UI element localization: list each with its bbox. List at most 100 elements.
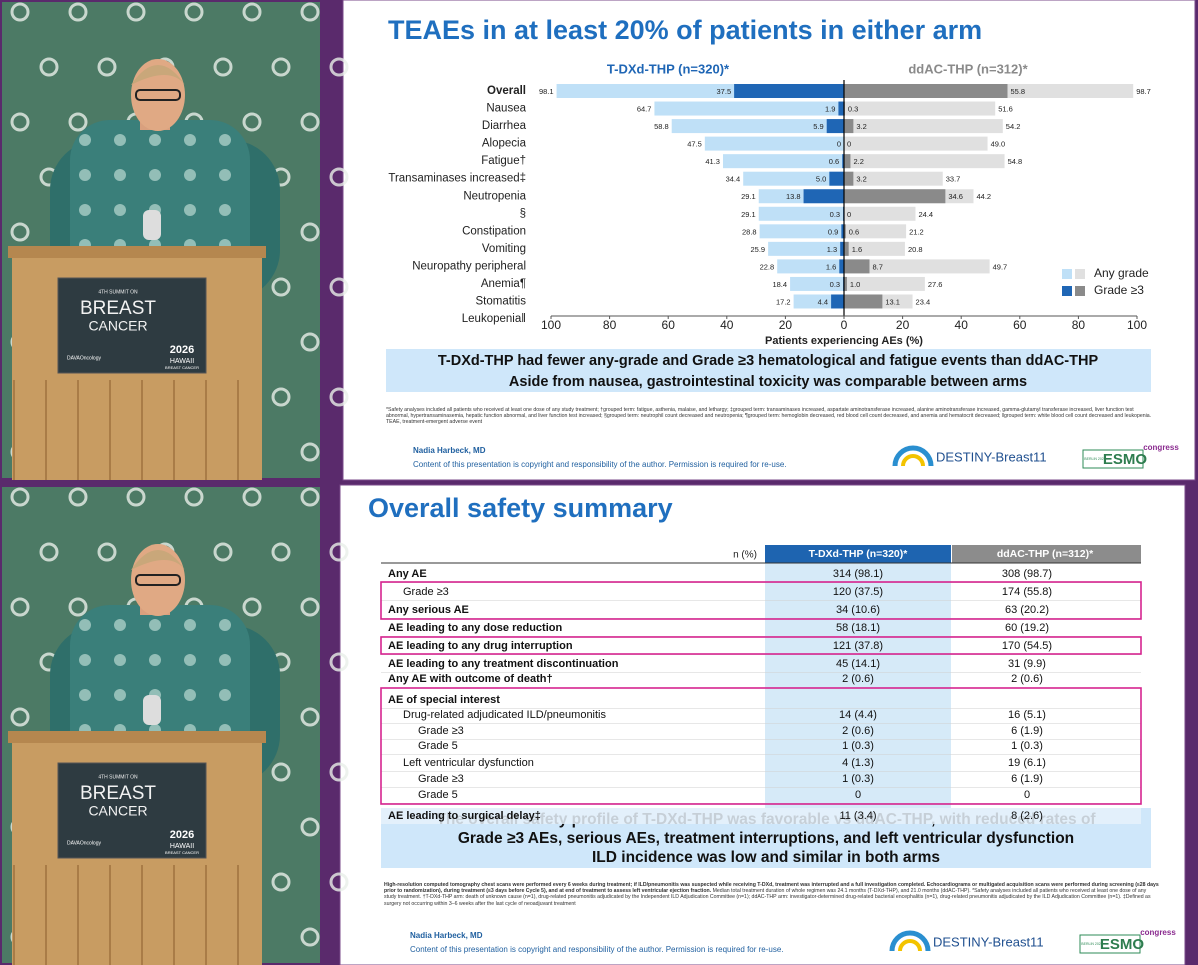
callout-text: Grade ≥3 AEs, serious AEs, treatment int… [458,830,1074,847]
value-label: 29.1 [741,192,756,201]
cell-value: 121 (37.8) [833,640,883,652]
trial-logo-arc [901,454,925,467]
value-label: 49.7 [993,262,1008,271]
bar [844,84,1008,98]
value-label: 13.8 [786,192,801,201]
shirt-print [79,689,91,701]
bar [842,154,844,169]
category-label: Nausea [486,103,526,115]
category-label: Diarrhea [482,120,527,132]
footnote-bold: High-resolution computed tomography ches… [384,882,1159,895]
value-label: 98.7 [1136,87,1151,96]
value-label: 98.1 [539,87,554,96]
shirt-print [114,169,126,181]
category-label: Vomiting [482,243,526,255]
highlight-box [380,687,1142,805]
congress-logo [1082,449,1144,469]
row-band [381,808,1141,824]
backdrop-logo [300,817,320,837]
sign-text: BREAST [80,298,156,319]
value-label: 0 [847,140,851,149]
cell-value: 14 (4.4) [839,709,877,721]
backdrop-logo [39,57,59,77]
bar [844,259,990,274]
category-label: § [520,208,526,220]
cell-value: 11 (3.4) [839,810,876,822]
podium-top [8,246,266,258]
backdrop-logo [126,487,146,507]
value-label: 37.5 [717,87,732,96]
bar [839,259,844,274]
backdrop-logo [10,222,30,242]
shirt-print [79,134,91,146]
bar [844,171,943,186]
cell-value: 19 (6.1) [1008,757,1046,769]
category-label: Stomatitis [476,296,527,308]
sign-text: 4TH SUMMIT ON [98,289,138,295]
highlight-box [380,581,1142,620]
row-label: Any AE with outcome of death† [388,673,553,685]
hair [131,65,185,85]
backdrop-logo [213,542,233,562]
bar [844,241,905,256]
bar [844,119,854,134]
value-label: 0 [837,140,841,149]
shirt-print [114,134,126,146]
sign-text: CANCER [88,803,147,819]
congress-place: BERLIN 2025 [1084,457,1105,461]
backdrop-logo [10,707,30,727]
backdrop-logo [300,487,320,507]
backdrop-logo [184,2,204,22]
value-label: 24.4 [918,210,933,219]
cell-value: 58 (18.1) [836,622,880,634]
x-tick-label: 40 [955,318,969,332]
value-label: 49.0 [991,140,1006,149]
backdrop-logo [300,707,320,727]
author: Nadia Harbeck, MD [410,931,483,940]
value-label: 21.2 [909,227,924,236]
bar [840,241,844,256]
backdrop-logo [329,167,349,187]
glasses [135,574,181,586]
row-label: Grade ≥3 [418,725,464,737]
backdrop-logo [271,387,291,407]
backdrop-logo [271,872,291,892]
trial-logo-arc [898,939,922,952]
value-label: 13.1 [885,297,900,306]
shirt-print [149,619,161,631]
value-label: 33.7 [946,175,961,184]
row-label: AE leading to any drug interruption [388,640,573,652]
bar [803,189,844,204]
shirt-print [114,654,126,666]
footnote-text: Median total treatment duration of whole… [384,888,1151,907]
backdrop-logo [242,2,262,22]
cell-value: 63 (20.2) [1005,604,1049,616]
shirt-print [149,169,161,181]
shirt-print [184,204,196,216]
shirt-print [149,134,161,146]
backdrop-logo [10,2,30,22]
bar [844,276,847,291]
row-label: Grade ≥3 [403,586,449,598]
value-label: 1.6 [852,245,862,254]
legend-swatch [1062,286,1072,296]
backdrop-logo [213,57,233,77]
cell-value: 1 (0.3) [842,740,874,752]
legend-swatch [1075,286,1085,296]
shirt-print [219,619,231,631]
cell-value: 6 (1.9) [1011,725,1043,737]
cell-value: 31 (9.9) [1008,658,1046,670]
cell-value: 0 [1024,789,1030,801]
value-label: 41.3 [705,157,720,166]
badge-text: HAWAII [170,843,194,850]
callout-box [386,349,1151,392]
cell-value: 34 (10.6) [836,604,880,616]
congress-logo [1079,934,1141,954]
value-label: 17.2 [776,297,791,306]
slide-title: Overall safety summary [368,493,673,523]
x-tick-label: 60 [662,318,676,332]
value-label: 0.3 [830,210,840,219]
congress-logo-text: ESMO [1100,936,1145,953]
